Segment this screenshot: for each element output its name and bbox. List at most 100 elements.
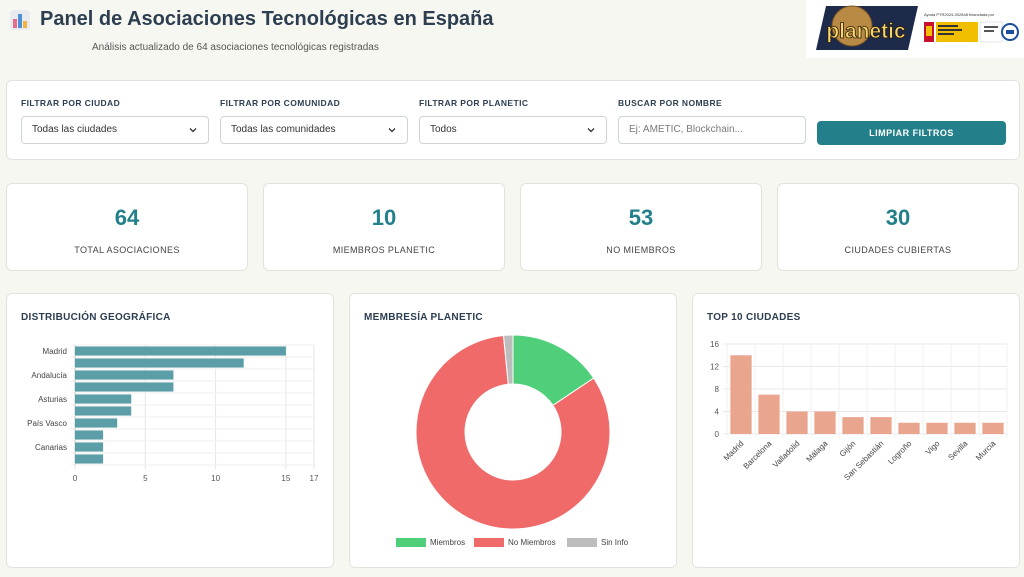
city-bar	[870, 417, 892, 434]
city-bar	[842, 417, 864, 434]
y-tick-label: País Vasco	[27, 419, 67, 428]
legend-swatch	[396, 538, 426, 547]
search-filter: Buscar por nombre Ej: AMETIC, Blockchain…	[618, 98, 806, 144]
geo-bar	[75, 418, 118, 428]
geo-chart-panel: Distribución geográfica 0 5 10 15 17 Madrid An…	[6, 293, 334, 568]
planetic-select-value: Todos	[430, 124, 457, 135]
legend-label: No Miembros	[508, 538, 556, 547]
stat-value: 30	[885, 205, 911, 230]
city-bar	[954, 422, 976, 434]
city-bar	[898, 422, 920, 434]
city-select-value: Todas las ciudades	[32, 124, 118, 135]
x-tick-label: Sevilla	[946, 439, 969, 462]
stat-value: 64	[114, 205, 140, 230]
city-select[interactable]: Todas las ciudades	[21, 116, 209, 144]
title-row: Panel de Asociaciones Tecnológicas en Es…	[10, 8, 494, 31]
chevron-down-icon	[189, 128, 197, 133]
x-tick-label: Barcelona	[742, 439, 774, 471]
chevron-down-icon	[388, 128, 396, 133]
legend-swatch	[474, 538, 504, 547]
search-input[interactable]: Ej: AMETIC, Blockchain...	[618, 116, 806, 144]
stat-card-members: 10 Miembros Planetic	[263, 183, 505, 271]
geo-bar	[75, 454, 104, 464]
geo-bar	[75, 346, 286, 356]
logo-area: planetic Ayuda PTR2024-002848 financiada…	[806, 0, 1024, 58]
community-filter-label: Filtrar por comunidad	[220, 98, 341, 108]
page-title: Panel de Asociaciones Tecnológicas en Es…	[40, 8, 494, 30]
stat-label: Miembros Planetic	[332, 245, 436, 255]
planetic-filter-label: Filtrar por Planetic	[419, 98, 529, 108]
y-tick-label: 4	[715, 408, 720, 417]
x-tick-label: 0	[73, 474, 78, 483]
page-subtitle: Análisis actualizado de 64 asociaciones …	[92, 42, 379, 53]
clear-filters-button[interactable]: Limpiar filtros	[817, 121, 1006, 145]
geo-bar	[75, 394, 132, 404]
search-filter-label: Buscar por nombre	[618, 98, 723, 108]
stat-card-non-members: 53 No miembros	[520, 183, 762, 271]
x-tick-label: Vigo	[924, 439, 942, 457]
city-bar	[730, 355, 752, 434]
x-tick-label: 17	[310, 474, 319, 483]
community-filter: Filtrar por comunidad Todas las comunida…	[220, 98, 408, 144]
government-logos: Ayuda PTR2024-002848 financiada por	[924, 12, 1020, 50]
legend-label: Miembros	[430, 538, 465, 547]
city-filter: Filtrar por ciudad Todas las ciudades	[21, 98, 209, 144]
geo-bar	[75, 442, 104, 452]
y-tick-label: Andalucía	[31, 371, 67, 380]
stat-value: 53	[628, 205, 654, 230]
membership-chart-panel: Membresía Planetic Miembros No Miembros Si…	[349, 293, 677, 568]
y-tick-label: 16	[710, 340, 719, 349]
y-tick-label: 8	[715, 385, 720, 394]
filters-panel: Filtrar por ciudad Todas las ciudades Fi…	[6, 80, 1020, 160]
membership-chart-title: Membresía Planetic	[364, 312, 483, 323]
city-bar	[926, 422, 948, 434]
geo-bar	[75, 358, 244, 368]
y-tick-label: Madrid	[43, 347, 67, 356]
city-bar	[982, 422, 1004, 434]
city-bar	[814, 411, 836, 434]
x-tick-label: 10	[211, 474, 220, 483]
x-tick-label: Madrid	[722, 439, 746, 463]
stat-value: 10	[371, 205, 397, 230]
city-bar	[786, 411, 808, 434]
geo-chart-title: Distribución geográfica	[21, 312, 171, 323]
community-select-value: Todas las comunidades	[231, 124, 336, 135]
x-tick-label: 15	[281, 474, 290, 483]
x-tick-label: 5	[143, 474, 148, 483]
x-tick-label: Murcia	[974, 439, 998, 463]
planetic-filter: Filtrar por Planetic Todos	[419, 98, 607, 144]
planetic-select[interactable]: Todos	[419, 116, 607, 144]
legend-swatch	[567, 538, 597, 547]
geo-bar	[75, 406, 132, 416]
x-tick-label: Logroño	[886, 439, 914, 467]
header: Panel de Asociaciones Tecnológicas en Es…	[8, 0, 1024, 60]
doughnut-slice	[502, 334, 514, 385]
stat-label: Total asociaciones	[74, 245, 180, 255]
geo-bar	[75, 430, 104, 440]
city-bar	[758, 394, 780, 434]
bar-chart-icon	[10, 9, 30, 30]
stat-label: Ciudades cubiertas	[844, 245, 952, 255]
y-tick-label: 0	[715, 430, 720, 439]
geo-bar	[75, 382, 174, 392]
planetic-logo: planetic	[816, 5, 918, 50]
doughnut-slice	[415, 334, 611, 530]
y-tick-label: Asturias	[38, 395, 67, 404]
cities-chart-panel: Top 10 ciudades 0 4 8 12 16 Madrid Barcelona Va…	[692, 293, 1020, 568]
funding-caption: Ayuda PTR2024-002848 financiada por	[924, 12, 995, 17]
membership-doughnut-chart: Miembros No Miembros Sin Info	[396, 334, 629, 547]
planetic-logo-text: planetic	[826, 20, 906, 43]
geo-bar	[75, 370, 174, 380]
x-tick-label: Valladolid	[771, 439, 801, 469]
community-select[interactable]: Todas las comunidades	[220, 116, 408, 144]
y-tick-label: Canarias	[35, 443, 67, 452]
stat-card-cities: 30 Ciudades cubiertas	[777, 183, 1019, 271]
stat-card-total: 64 Total asociaciones	[6, 183, 248, 271]
chevron-down-icon	[587, 128, 595, 133]
stat-label: No miembros	[606, 245, 676, 255]
geo-bar-chart: 0 5 10 15 17 Madrid Andalucía Asturias País Vasc…	[27, 344, 319, 483]
city-filter-label: Filtrar por ciudad	[21, 98, 121, 108]
cities-chart-title: Top 10 ciudades	[707, 312, 801, 323]
legend-label: Sin Info	[601, 538, 629, 547]
